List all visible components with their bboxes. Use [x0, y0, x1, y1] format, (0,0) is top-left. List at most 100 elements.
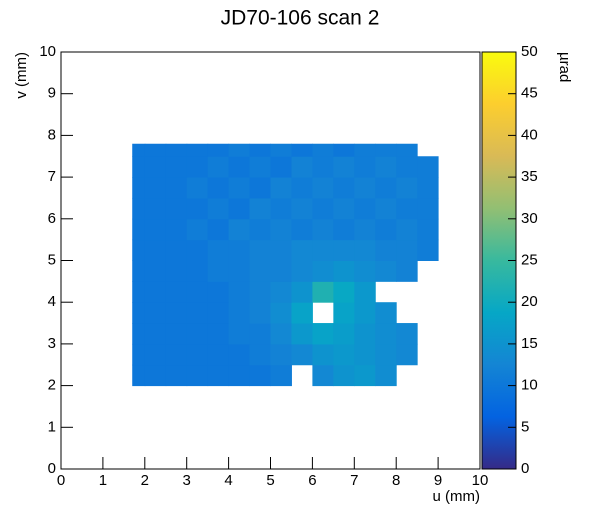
heat-cell — [165, 143, 188, 157]
x-tick-label: 7 — [350, 472, 358, 489]
heat-cell — [228, 239, 251, 261]
heat-cell — [249, 323, 271, 345]
heat-cell — [291, 343, 313, 366]
heat-cell — [396, 343, 418, 366]
heat-cell — [312, 364, 334, 387]
heat-cell — [396, 323, 418, 345]
heat-cell — [144, 364, 167, 387]
heat-cell — [132, 177, 146, 199]
heat-cell — [228, 343, 251, 366]
heat-cell — [228, 156, 251, 178]
heat-cell — [186, 281, 209, 303]
heat-cell — [165, 218, 188, 241]
heat-cell — [354, 239, 376, 261]
heat-cell — [186, 343, 209, 366]
heat-cell — [132, 143, 146, 157]
y-tick-label: 4 — [48, 293, 56, 310]
x-tick-label: 5 — [266, 472, 274, 489]
heat-cell — [270, 323, 292, 345]
heat-cell — [333, 281, 355, 303]
heat-cell — [396, 260, 418, 282]
heat-cell — [396, 239, 418, 261]
heat-cell — [207, 177, 230, 199]
heat-cell — [333, 323, 355, 345]
heat-cell — [375, 364, 397, 387]
heat-cell — [144, 218, 167, 241]
heat-cell — [270, 343, 292, 366]
heat-cell — [186, 218, 209, 241]
heat-cell — [291, 281, 313, 303]
heat-cell — [228, 218, 251, 241]
heat-cell — [165, 323, 188, 345]
heat-cell — [354, 156, 376, 178]
heat-cell — [270, 218, 292, 241]
heat-cell — [396, 197, 418, 220]
x-tick-label: 0 — [57, 472, 65, 489]
heat-cell — [207, 364, 230, 387]
y-tick-label: 5 — [48, 251, 56, 268]
heat-cell — [132, 343, 146, 366]
heat-cell — [249, 364, 271, 387]
heat-cell — [165, 281, 188, 303]
heat-cell — [396, 156, 418, 178]
heat-cell — [132, 281, 146, 303]
heat-cell — [144, 343, 167, 366]
y-tick-label: 1 — [48, 418, 56, 435]
heat-cell — [312, 281, 334, 303]
heat-cell — [228, 302, 251, 324]
heat-cell — [207, 156, 230, 178]
heat-cell — [132, 260, 146, 282]
heat-cell — [207, 143, 230, 157]
z-tick-label: 35 — [521, 168, 538, 185]
heat-cell — [165, 156, 188, 178]
heat-cell — [132, 197, 146, 220]
heat-cell — [207, 323, 230, 345]
heat-cell — [291, 260, 313, 282]
z-tick-label: 50 — [521, 43, 538, 60]
heat-cell — [354, 281, 376, 303]
heat-cell — [144, 197, 167, 220]
heat-cell — [228, 281, 251, 303]
heat-cell — [165, 343, 188, 366]
heat-cell — [186, 177, 209, 199]
heat-cell — [354, 260, 376, 282]
heat-cell — [144, 177, 167, 199]
heat-cell — [354, 218, 376, 241]
heat-cell — [270, 177, 292, 199]
heat-cell — [165, 364, 188, 387]
x-tick-label: 9 — [434, 472, 442, 489]
heat-cell — [312, 156, 334, 178]
x-axis-label: u (mm) — [433, 488, 481, 505]
heat-cell — [312, 343, 334, 366]
heat-cell — [228, 323, 251, 345]
heat-cell — [144, 156, 167, 178]
heat-cell — [249, 260, 271, 282]
heat-cell — [333, 364, 355, 387]
heat-cell — [417, 239, 439, 261]
heat-cell — [291, 177, 313, 199]
heat-cell — [249, 143, 271, 157]
heat-cell — [354, 364, 376, 387]
heat-cell — [144, 281, 167, 303]
heat-cell — [165, 177, 188, 199]
heat-cell — [270, 260, 292, 282]
heat-cell — [186, 197, 209, 220]
heat-cell — [165, 197, 188, 220]
heat-cell — [270, 197, 292, 220]
heat-cell — [312, 197, 334, 220]
heat-cell — [354, 143, 376, 157]
heat-cell — [333, 302, 355, 324]
y-tick-label: 6 — [48, 210, 56, 227]
heat-cell — [270, 239, 292, 261]
x-tick-label: 8 — [392, 472, 400, 489]
heat-cell — [354, 177, 376, 199]
heat-cell — [132, 156, 146, 178]
heat-cell — [354, 197, 376, 220]
heat-cell — [375, 260, 397, 282]
heat-cell — [375, 177, 397, 199]
heat-cell — [375, 239, 397, 261]
heat-cell — [249, 197, 271, 220]
heat-cell — [333, 260, 355, 282]
heat-cell — [249, 218, 271, 241]
